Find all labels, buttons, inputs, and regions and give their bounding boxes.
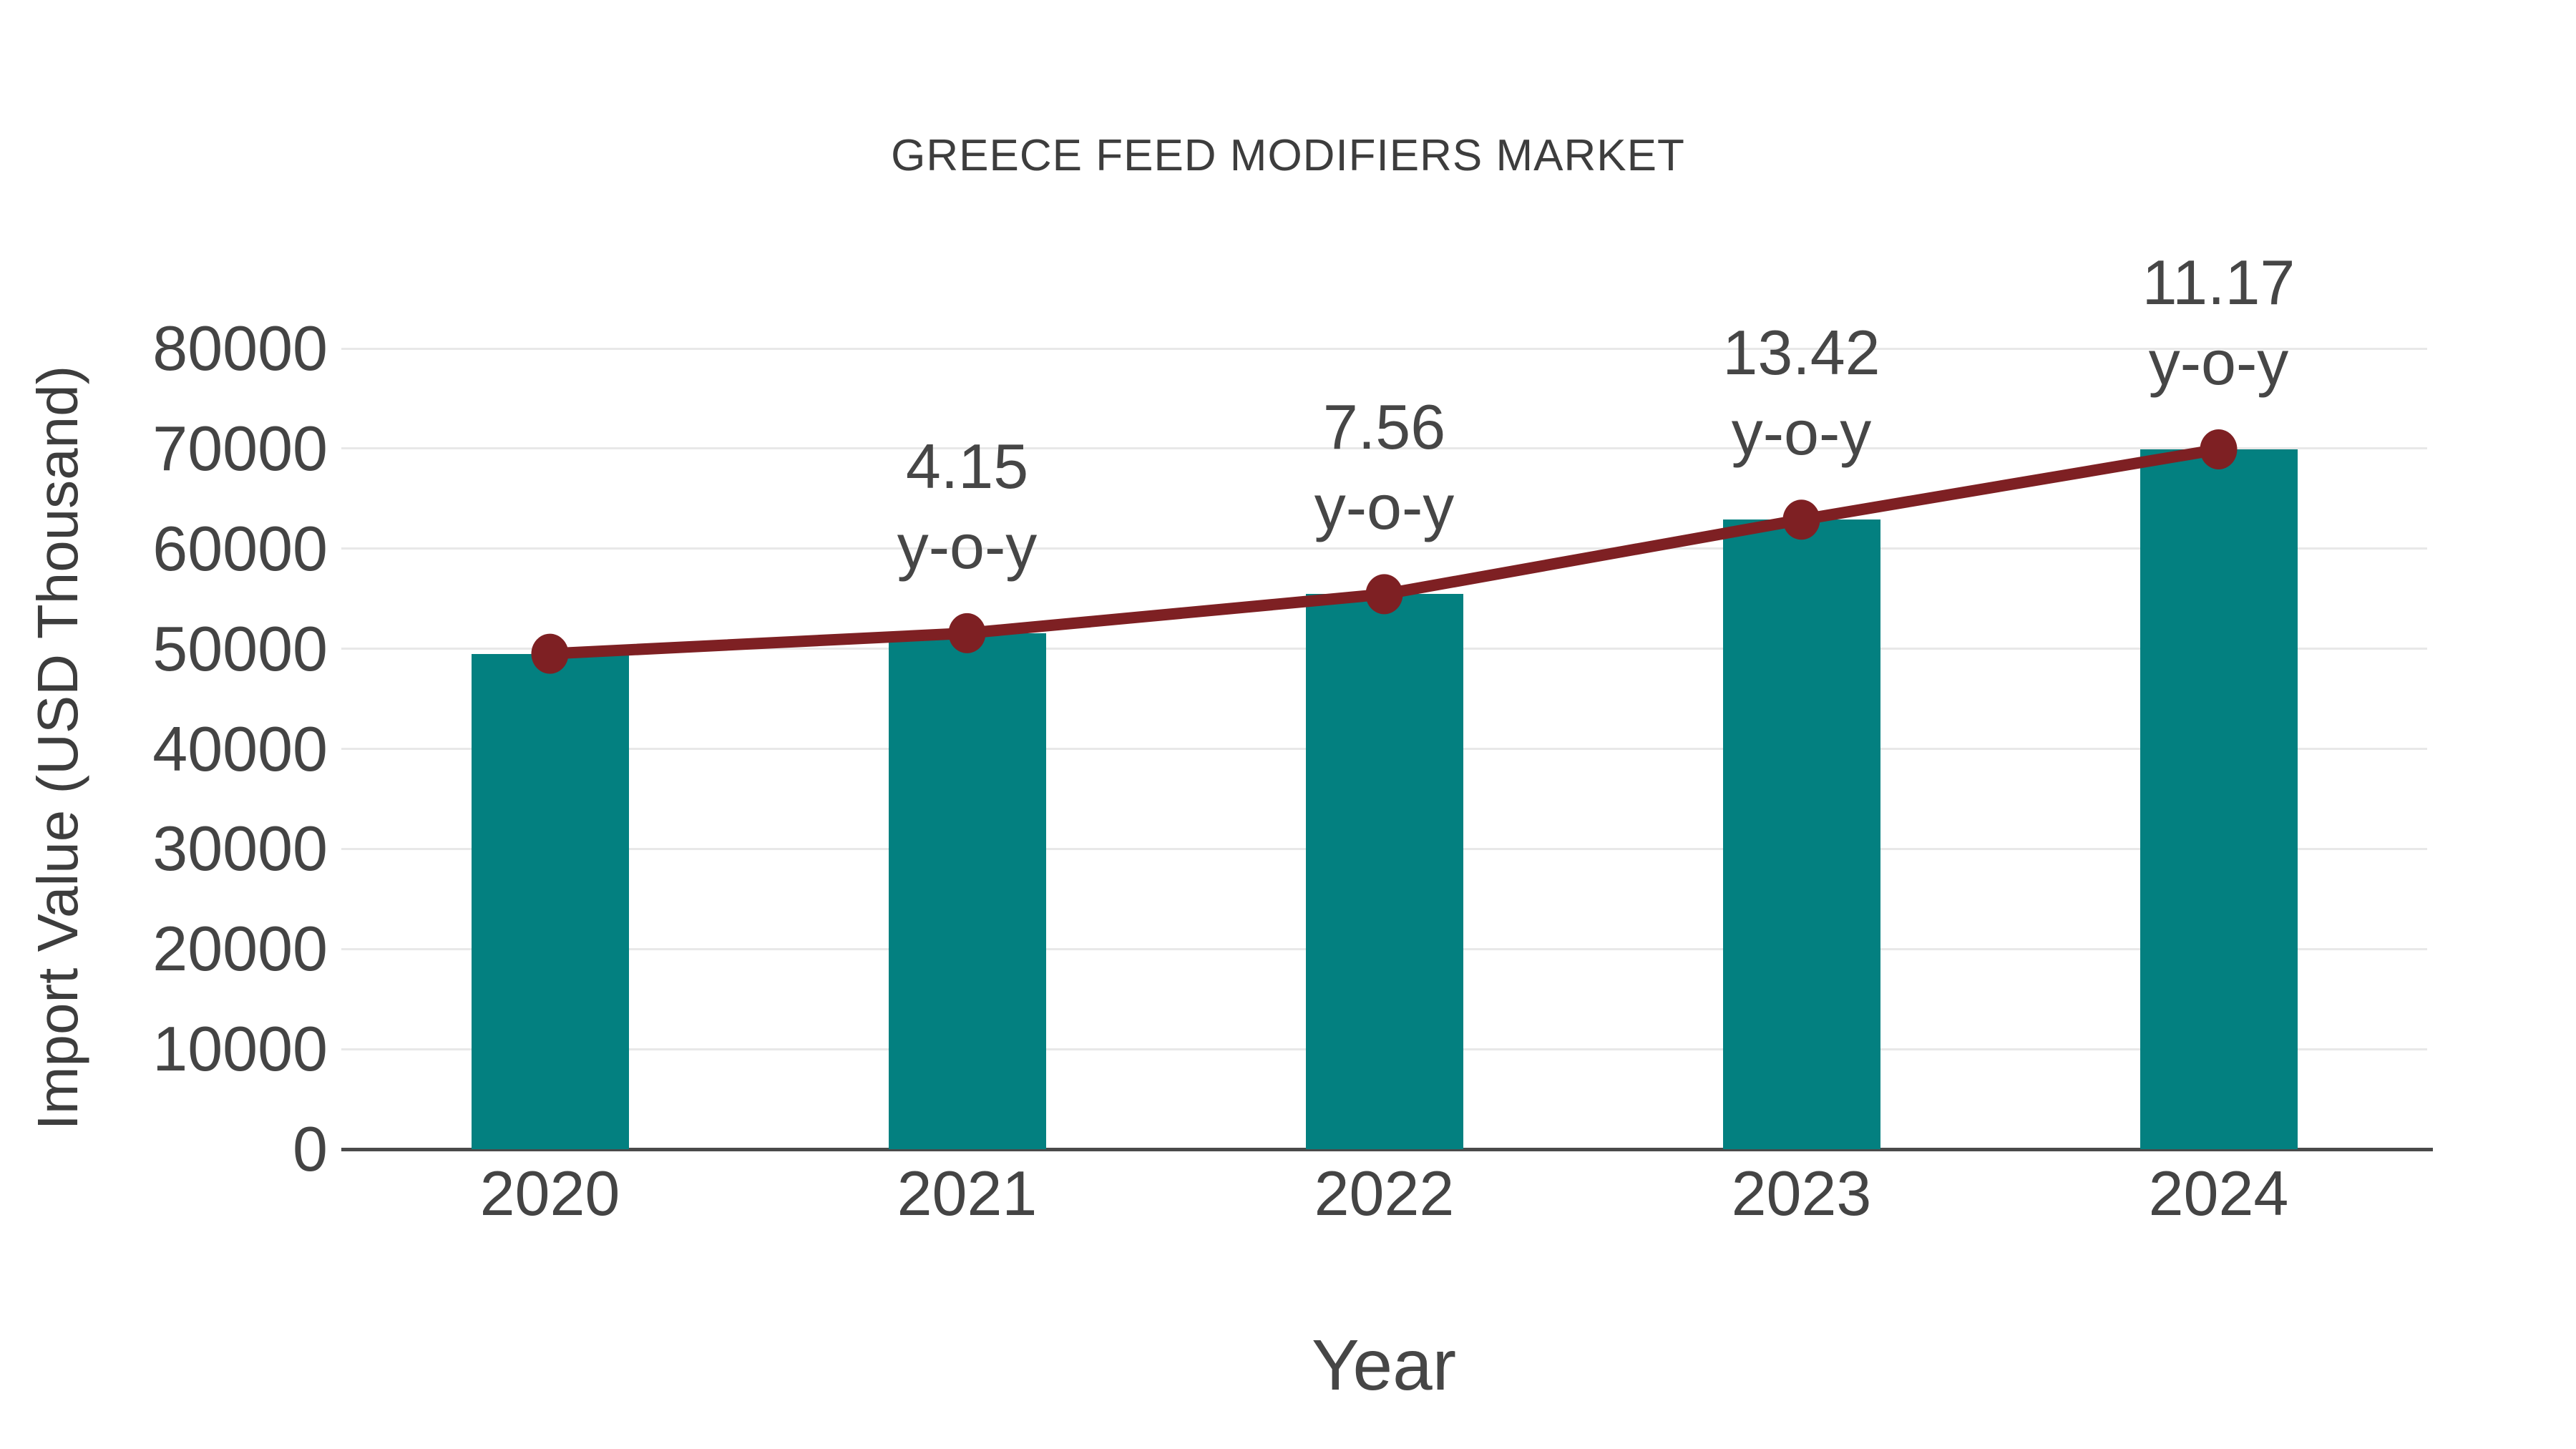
x-tick-label: 2022 (1314, 1158, 1455, 1229)
marker-2023[interactable] (1782, 499, 1820, 540)
annotation-suffix: y-o-y (1314, 472, 1455, 543)
marker-2024[interactable] (2200, 429, 2238, 470)
annotation-value: 4.15 (905, 430, 1029, 502)
x-axis-line (341, 1148, 2433, 1151)
gridline (341, 347, 2427, 350)
annotation-value: 7.56 (1322, 391, 1446, 463)
x-tick-label: 2021 (897, 1158, 1038, 1229)
y-tick-label: 10000 (152, 1013, 328, 1085)
bar-2024[interactable] (2140, 449, 2298, 1149)
annotation-2023: 13.42 y-o-y (1616, 313, 1988, 473)
x-tick-label: 2023 (1731, 1158, 1872, 1229)
x-tick-label: 2024 (2148, 1158, 2289, 1229)
annotation-2021: 4.15 y-o-y (781, 426, 1153, 587)
annotation-suffix: y-o-y (897, 510, 1038, 582)
y-tick-label: 80000 (152, 313, 328, 384)
gridline (341, 447, 2427, 450)
gridline (341, 547, 2427, 550)
bar-2020[interactable] (471, 653, 629, 1149)
x-tick-label: 2020 (479, 1158, 620, 1229)
y-tick-label: 30000 (152, 813, 328, 884)
y-tick-label: 40000 (152, 713, 328, 784)
bar-2021[interactable] (888, 633, 1046, 1149)
bar-2022[interactable] (1305, 594, 1463, 1149)
chart-title: GREECE FEED MODIFIERS MARKET (891, 131, 1685, 180)
y-tick-label: 0 (293, 1113, 328, 1184)
y-tick-label: 60000 (152, 512, 328, 584)
annotation-suffix: y-o-y (1731, 397, 1872, 469)
annotation-value: 11.17 (2142, 247, 2296, 318)
marker-2021[interactable] (948, 613, 986, 653)
marker-2020[interactable] (531, 633, 569, 674)
marker-2022[interactable] (1365, 574, 1403, 615)
y-tick-label: 70000 (152, 412, 328, 484)
annotation-2022: 7.56 y-o-y (1199, 387, 1571, 547)
y-tick-label: 20000 (152, 913, 328, 985)
annotation-value: 13.42 (1722, 317, 1880, 389)
annotation-2024: 11.17 y-o-y (2033, 243, 2405, 403)
y-tick-label: 50000 (152, 613, 328, 684)
annotation-suffix: y-o-y (2148, 327, 2289, 398)
x-axis-title: Year (1311, 1325, 1457, 1405)
bar-2023[interactable] (1722, 519, 1880, 1149)
